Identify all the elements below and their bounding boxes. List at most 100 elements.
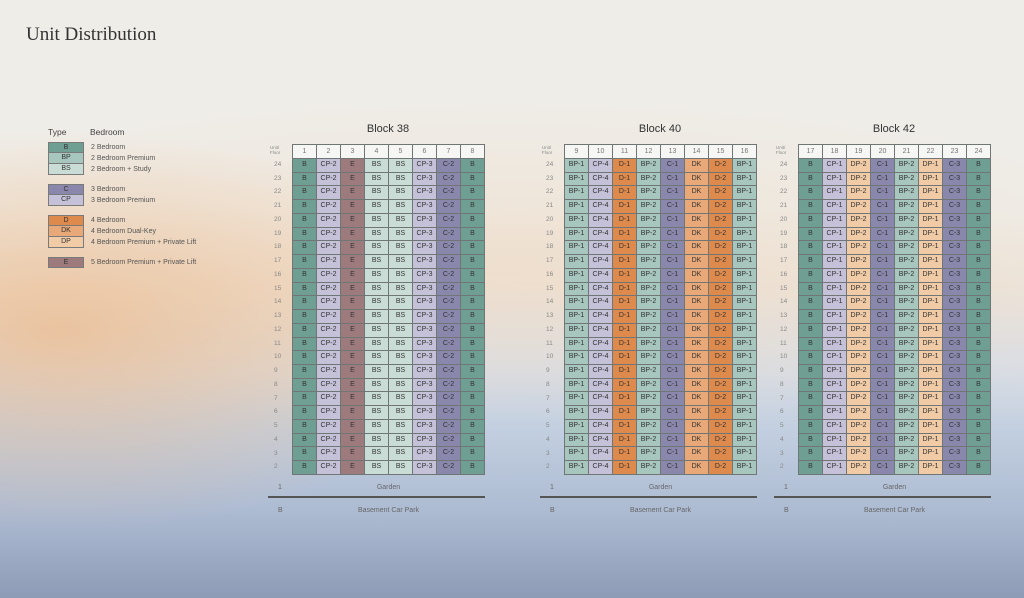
unit-cell: C-1 bbox=[661, 365, 684, 378]
unit-cell: D-1 bbox=[613, 255, 636, 268]
unit-cell: CP-4 bbox=[589, 282, 612, 296]
unit-cell: DP-2 bbox=[847, 365, 870, 378]
unit-cell: B bbox=[461, 213, 484, 227]
unit-number-header: 13 bbox=[661, 145, 684, 158]
unit-cell: CP-4 bbox=[589, 172, 612, 186]
unit-cell: DP-2 bbox=[847, 351, 870, 365]
unit-cell: DP-1 bbox=[919, 172, 942, 186]
legend-label: 3 Bedroom Premium bbox=[91, 197, 156, 204]
unit-number-header: 10 bbox=[589, 145, 612, 158]
unit-cell: C-1 bbox=[871, 365, 894, 378]
unit-cell: C-3 bbox=[943, 323, 966, 337]
unit-cell: C-2 bbox=[437, 337, 460, 351]
unit-cell: E bbox=[341, 282, 364, 296]
unit-number-header: 24 bbox=[967, 145, 990, 158]
unit-cell: D-1 bbox=[613, 433, 636, 447]
unit-cell: DP-2 bbox=[847, 200, 870, 213]
floor-label: 2 bbox=[274, 463, 278, 471]
unit-cell: DK bbox=[685, 282, 708, 296]
floor-label: 20 bbox=[546, 215, 554, 223]
unit-cell: CP-3 bbox=[413, 172, 436, 186]
unit-cell: DK bbox=[685, 213, 708, 227]
unit-cell: DK bbox=[685, 323, 708, 337]
unit-cell: DP-1 bbox=[919, 419, 942, 433]
floor-label: 4 bbox=[780, 435, 784, 443]
unit-number-header: 4 bbox=[365, 145, 388, 158]
unit-cell: C-1 bbox=[661, 172, 684, 186]
unit-cell: B bbox=[799, 351, 822, 365]
floor-label: 4 bbox=[546, 435, 550, 443]
unit-cell: DK bbox=[685, 227, 708, 241]
unit-cell: BS bbox=[389, 406, 412, 419]
block-title: Block 40 bbox=[638, 123, 682, 135]
unit-cell: C-1 bbox=[871, 323, 894, 337]
floor-label: 23 bbox=[780, 174, 788, 182]
unit-cell: B bbox=[293, 159, 316, 172]
floor-label: 21 bbox=[546, 202, 554, 210]
unit-cell: BS bbox=[389, 351, 412, 365]
unit-cell: B bbox=[967, 241, 990, 255]
unit-cell: B bbox=[461, 351, 484, 365]
unit-cell: CP-3 bbox=[413, 255, 436, 268]
legend-group: C 3 Bedroom CP 3 Bedroom Premium bbox=[48, 184, 196, 206]
unit-cell: B bbox=[293, 406, 316, 419]
unit-cell: B bbox=[461, 406, 484, 419]
basement-label: Basement Car Park bbox=[357, 507, 420, 514]
unit-cell: CP-3 bbox=[413, 200, 436, 213]
unit-cell: CP-4 bbox=[589, 461, 612, 474]
page-title: Unit Distribution bbox=[26, 24, 157, 45]
unit-cell: BS bbox=[365, 406, 388, 419]
legend-item: CP 3 Bedroom Premium bbox=[48, 195, 196, 206]
unit-cell: E bbox=[341, 268, 364, 282]
unit-cell: C-2 bbox=[437, 433, 460, 447]
unit-cell: CP-4 bbox=[589, 323, 612, 337]
unit-cell: B bbox=[799, 241, 822, 255]
floor-label: 5 bbox=[546, 422, 550, 430]
unit-cell: D-2 bbox=[709, 378, 732, 392]
unit-cell: CP-2 bbox=[317, 378, 340, 392]
unit-cell: D-2 bbox=[709, 323, 732, 337]
floor-label: 6 bbox=[274, 408, 278, 416]
unit-cell: C-1 bbox=[871, 296, 894, 310]
unit-grid: 17 18 19 20 21 22 23 24 B CP-1 DP-2 C-1 BP-2 DP-1 C-3 B… bbox=[798, 144, 991, 475]
unit-cell: CP-2 bbox=[317, 392, 340, 406]
unit-cell: B bbox=[293, 186, 316, 200]
unit-cell: C-1 bbox=[661, 282, 684, 296]
legend-item: BP 2 Bedroom Premium bbox=[48, 153, 196, 164]
unit-cell: DP-1 bbox=[919, 406, 942, 419]
basement-label: Basement Car Park bbox=[629, 507, 692, 514]
unit-cell: BS bbox=[365, 268, 388, 282]
unit-cell: C-1 bbox=[661, 296, 684, 310]
unit-cell: CP-3 bbox=[413, 365, 436, 378]
unit-cell: B bbox=[799, 419, 822, 433]
floor-label: 16 bbox=[780, 270, 788, 278]
unit-cell: CP-2 bbox=[317, 406, 340, 419]
unit-cell: D-1 bbox=[613, 461, 636, 474]
floor-label: 22 bbox=[780, 188, 788, 196]
unit-number-header: 18 bbox=[823, 145, 846, 158]
unit-cell: CP-1 bbox=[823, 268, 846, 282]
unit-cell: B bbox=[461, 461, 484, 474]
unit-cell: B bbox=[293, 296, 316, 310]
unit-cell: C-2 bbox=[437, 282, 460, 296]
unit-cell: B bbox=[293, 419, 316, 433]
floor-label: 22 bbox=[546, 188, 554, 196]
unit-cell: D-1 bbox=[613, 337, 636, 351]
unit-cell: C-3 bbox=[943, 268, 966, 282]
unit-cell: DP-2 bbox=[847, 255, 870, 268]
unit-cell: B bbox=[799, 227, 822, 241]
unit-cell: D-2 bbox=[709, 186, 732, 200]
unit-cell: DP-1 bbox=[919, 282, 942, 296]
unit-cell: DK bbox=[685, 378, 708, 392]
unit-cell: C-3 bbox=[943, 461, 966, 474]
unit-cell: BS bbox=[389, 159, 412, 172]
unit-cell: CP-3 bbox=[413, 159, 436, 172]
unit-cell: B bbox=[967, 282, 990, 296]
floor-label: 16 bbox=[546, 270, 554, 278]
unit-cell: BP-2 bbox=[895, 447, 918, 461]
unit-cell: C-3 bbox=[943, 419, 966, 433]
unit-cell: CP-1 bbox=[823, 433, 846, 447]
unit-cell: C-2 bbox=[437, 296, 460, 310]
unit-cell: B bbox=[799, 186, 822, 200]
unit-cell: DP-1 bbox=[919, 365, 942, 378]
